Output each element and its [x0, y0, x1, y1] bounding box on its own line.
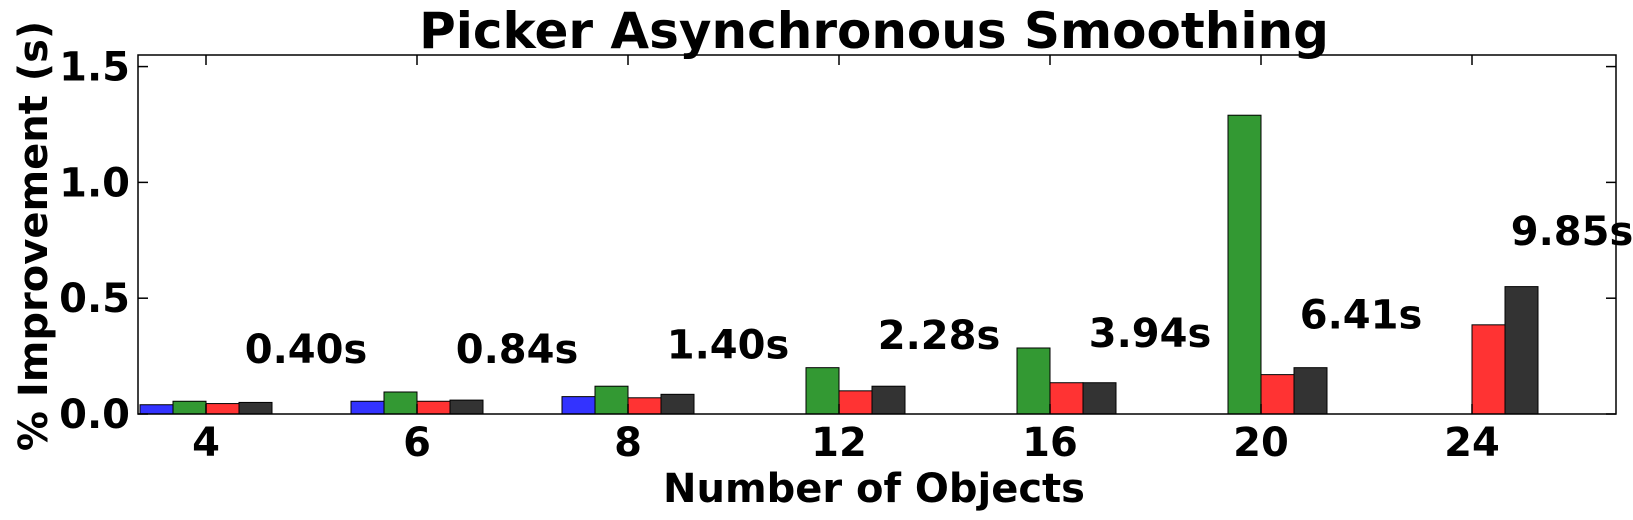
bar-12-series-4 — [871, 385, 906, 415]
chart-title: Picker Asynchronous Smoothing — [419, 2, 1329, 60]
value-annotation: 0.84s — [456, 327, 579, 373]
y-axis-label: % Improvement (s) — [11, 21, 57, 451]
bar-8-series-3 — [627, 397, 662, 415]
bar-6-series-3 — [416, 400, 451, 415]
value-annotation: 6.41s — [1300, 292, 1423, 338]
y-tick-label: 1.0 — [59, 160, 130, 206]
value-annotation: 0.40s — [245, 327, 368, 373]
value-annotation: 2.28s — [878, 313, 1001, 359]
value-annotation: 1.40s — [667, 322, 790, 368]
bar-6-series-1 — [350, 400, 385, 415]
bar-16-series-2 — [1016, 347, 1051, 415]
bar-12-series-3 — [838, 390, 873, 415]
x-tick-label: 12 — [811, 420, 867, 466]
bar-16-series-4 — [1082, 382, 1117, 415]
bar-12-series-2 — [805, 367, 840, 415]
bar-20-series-3 — [1260, 374, 1295, 415]
y-tick-label: 1.5 — [59, 45, 130, 91]
x-tick-label: 6 — [403, 420, 431, 466]
x-tick-label: 24 — [1444, 420, 1500, 466]
bar-4-series-2 — [172, 400, 207, 415]
bar-6-series-2 — [383, 391, 418, 415]
y-tick-label: 0.5 — [59, 276, 130, 322]
bar-8-series-1 — [561, 396, 596, 415]
x-axis-label: Number of Objects — [663, 466, 1085, 512]
bar-20-series-2 — [1227, 114, 1262, 415]
x-tick-label: 20 — [1233, 420, 1289, 466]
bar-24-series-3 — [1471, 324, 1506, 415]
bar-16-series-3 — [1049, 382, 1084, 415]
plot-frame — [137, 54, 1617, 415]
bar-8-series-2 — [594, 385, 629, 415]
bar-4-series-1 — [139, 404, 174, 415]
value-annotation: 9.85s — [1511, 209, 1633, 255]
bar-8-series-4 — [660, 393, 695, 415]
x-tick-label: 16 — [1022, 420, 1078, 466]
bar-20-series-4 — [1293, 367, 1328, 415]
value-annotation: 3.94s — [1089, 311, 1212, 357]
bar-6-series-4 — [449, 399, 484, 415]
y-tick-label: 0.0 — [59, 392, 130, 438]
x-tick-label: 8 — [614, 420, 642, 466]
x-tick-label: 4 — [192, 420, 220, 466]
bar-4-series-4 — [238, 401, 273, 415]
y-axis-label-group: % Improvement (s) — [11, 21, 57, 451]
bar-24-series-4 — [1504, 286, 1539, 415]
plot-area: 0.0 0.5 1.0 1.5 4 6 8 12 16 20 24 0.40s 0.84s 1.40s 2.… — [59, 45, 1633, 466]
bar-4-series-3 — [205, 403, 240, 415]
